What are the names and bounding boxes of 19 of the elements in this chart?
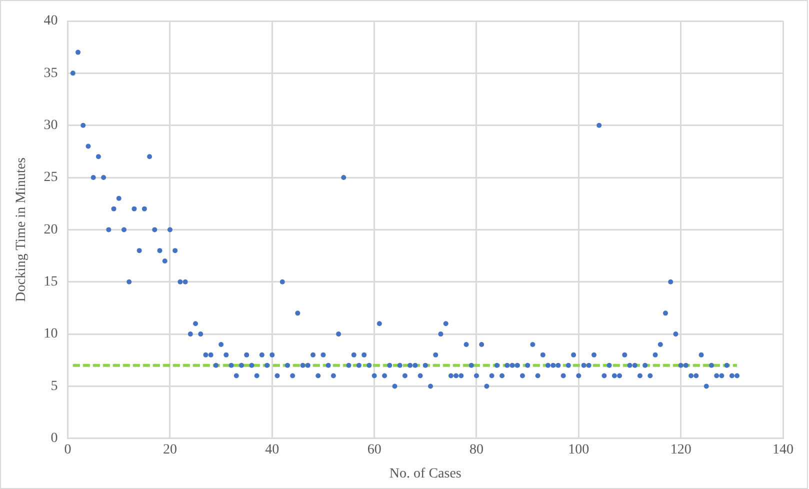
y-tick-label: 5 [50,378,58,394]
y-tick-label: 20 [44,222,58,238]
y-tick-label: 30 [44,118,58,134]
x-axis-title: No. of Cases [389,466,462,482]
y-tick-label: 25 [44,170,58,186]
y-tick-label: 15 [44,274,58,290]
x-tick-label: 0 [64,442,72,458]
x-tick-label: 80 [469,442,484,458]
y-tick-label: 40 [44,14,58,29]
x-tick-label: 20 [162,442,177,458]
x-tick-label: 120 [670,442,692,458]
y-tick-label: 0 [50,431,58,446]
x-tick-label: 140 [772,442,794,458]
x-tick-label: 60 [367,442,382,458]
x-tick-label: 40 [265,442,280,458]
y-tick-label: 35 [44,66,58,81]
y-axis-title: Docking Time in Minutes [14,158,30,302]
y-tick-label: 10 [44,326,58,342]
x-tick-label: 100 [568,442,590,458]
